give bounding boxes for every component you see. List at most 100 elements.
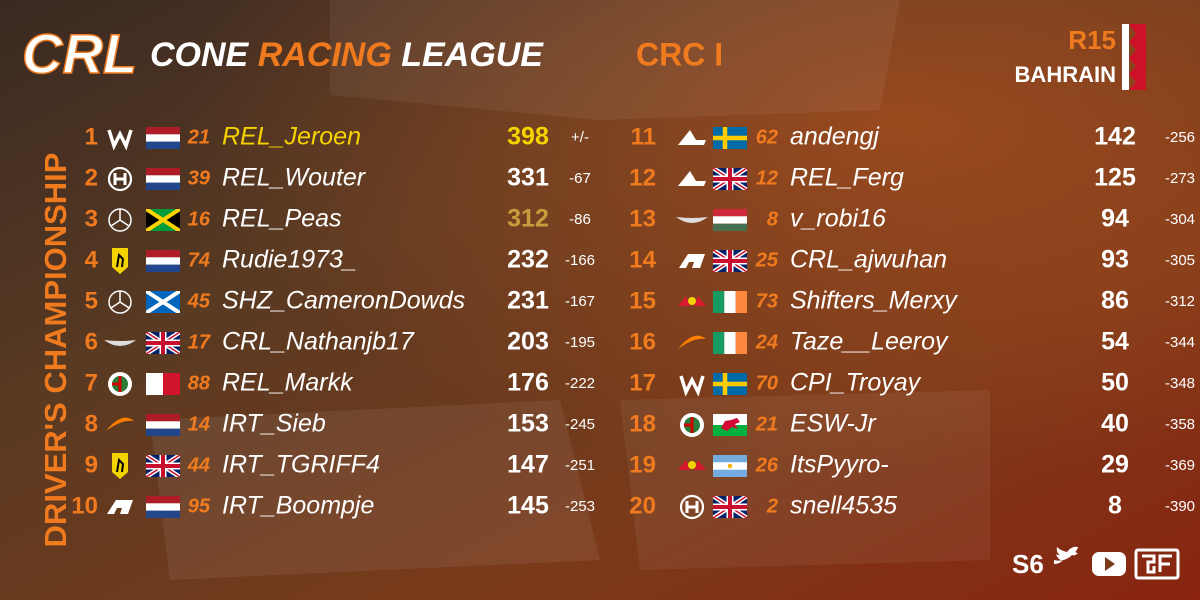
car-silhouette bbox=[620, 390, 990, 570]
points: 54 bbox=[1101, 328, 1129, 356]
driver-name: IRT_TGRIFF4 bbox=[222, 451, 380, 479]
standings-row: 3 16 REL_Peas 312 -86 bbox=[85, 205, 591, 233]
team-logo bbox=[678, 296, 690, 306]
standings-row: 2 39 REL_Wouter 331 -67 bbox=[85, 164, 591, 192]
driver-name: SHZ_CameronDowds bbox=[222, 287, 465, 315]
country-flag bbox=[146, 127, 180, 149]
country-flag bbox=[146, 168, 180, 190]
driver-name: v_robi16 bbox=[790, 205, 886, 233]
league-logo: CRL bbox=[22, 22, 137, 85]
gap: -222 bbox=[565, 375, 595, 392]
position: 19 bbox=[629, 451, 656, 478]
country-flag bbox=[146, 332, 180, 354]
gap: -167 bbox=[565, 293, 595, 310]
standings: 1 21 REL_Jeroen 398 +/-2 39 REL_Wouter 331 -673 1… bbox=[71, 123, 1195, 520]
gap: -312 bbox=[1165, 293, 1195, 310]
car-number: 39 bbox=[188, 167, 211, 189]
points: 40 bbox=[1101, 410, 1129, 438]
title-word: RACING bbox=[258, 36, 392, 74]
car-number: 14 bbox=[188, 413, 210, 435]
country-flag bbox=[713, 496, 747, 518]
country-flag bbox=[146, 414, 180, 436]
gap: -273 bbox=[1165, 170, 1195, 187]
position: 1 bbox=[85, 123, 98, 150]
side-title: DRIVER'S CHAMPIONSHIP bbox=[38, 153, 73, 548]
standings-row: 11 62 andengj 142 -256 bbox=[631, 123, 1195, 151]
standings-row: 9 44 IRT_TGRIFF4 147 -251 bbox=[85, 451, 595, 479]
partner-logo bbox=[1134, 548, 1180, 580]
country-flag bbox=[146, 250, 180, 272]
title-word: CONE bbox=[150, 36, 250, 74]
points: 50 bbox=[1101, 369, 1129, 397]
points: 147 bbox=[507, 451, 549, 479]
points: 142 bbox=[1094, 123, 1136, 151]
driver-name: IRT_Boompje bbox=[222, 492, 374, 520]
points: 93 bbox=[1101, 246, 1129, 274]
gap: -253 bbox=[565, 498, 595, 515]
team-logo bbox=[116, 457, 125, 473]
car-number: 88 bbox=[188, 372, 211, 394]
points: 94 bbox=[1101, 205, 1129, 233]
position: 18 bbox=[629, 410, 656, 437]
position: 8 bbox=[85, 410, 98, 437]
team-logo bbox=[112, 453, 128, 479]
team-logo bbox=[110, 291, 130, 309]
car-number: 16 bbox=[188, 208, 211, 230]
position: 14 bbox=[629, 246, 656, 273]
car-number: 44 bbox=[187, 454, 210, 476]
standings-row: 16 24 Taze__Leeroy 54 -344 bbox=[629, 328, 1195, 356]
team-logo bbox=[688, 297, 696, 305]
twitter-icon bbox=[1054, 546, 1078, 564]
round: R15 bbox=[1068, 25, 1116, 55]
venue-flag bbox=[1122, 24, 1146, 90]
driver-name: REL_Markk bbox=[222, 369, 354, 397]
gap: -369 bbox=[1165, 457, 1195, 474]
standings-row: 15 73 Shifters_Merxy 86 -312 bbox=[629, 287, 1195, 315]
team-logo bbox=[106, 417, 134, 431]
country-flag bbox=[146, 496, 180, 518]
standings-row: 6 17 CRL_Nathanjb17 203 -195 bbox=[85, 328, 595, 356]
youtube-play bbox=[1105, 557, 1115, 571]
position: 7 bbox=[85, 369, 98, 396]
partner-logo-mark bbox=[1142, 554, 1172, 574]
gap: -348 bbox=[1165, 375, 1195, 392]
position: 5 bbox=[85, 287, 98, 314]
team-logo bbox=[679, 254, 705, 268]
standings-row: 8 14 IRT_Sieb 153 -245 bbox=[85, 410, 595, 438]
driver-name: ESW-Jr bbox=[790, 410, 877, 438]
driver-name: snell4535 bbox=[790, 492, 897, 520]
gap: -195 bbox=[565, 334, 595, 351]
country-flag bbox=[146, 373, 180, 395]
team-logo bbox=[116, 252, 125, 268]
points: 125 bbox=[1094, 164, 1136, 192]
standings-row: 19 26 ItsPyyro- 29 -369 bbox=[629, 451, 1195, 479]
position: 20 bbox=[629, 492, 656, 519]
points: 331 bbox=[507, 164, 549, 192]
standings-row: 1 21 REL_Jeroen 398 +/- bbox=[85, 123, 589, 151]
driver-name: REL_Ferg bbox=[790, 164, 904, 192]
standings-row: 4 74 Rudie1973_ 232 -166 bbox=[85, 246, 595, 274]
country-flag bbox=[713, 291, 747, 313]
country-flag bbox=[713, 455, 747, 477]
gap: -67 bbox=[569, 170, 591, 187]
car-number: 74 bbox=[188, 249, 210, 271]
driver-name: Taze__Leeroy bbox=[790, 328, 949, 356]
gap: -245 bbox=[565, 416, 595, 433]
team-logo bbox=[107, 166, 133, 192]
country-flag bbox=[713, 332, 747, 354]
position: 11 bbox=[631, 123, 656, 150]
team-logo bbox=[694, 296, 706, 306]
car-number: 21 bbox=[755, 413, 778, 435]
standings-row: 13 8 v_robi16 94 -304 bbox=[629, 205, 1195, 233]
points: 176 bbox=[507, 369, 549, 397]
country-flag bbox=[713, 373, 747, 395]
country-flag bbox=[146, 291, 180, 313]
points: 29 bbox=[1101, 451, 1129, 479]
points: 8 bbox=[1108, 492, 1122, 520]
driver-name: REL_Jeroen bbox=[222, 123, 361, 151]
points: 203 bbox=[507, 328, 549, 356]
driver-name: CRL_ajwuhan bbox=[790, 246, 947, 274]
car-number: 95 bbox=[188, 495, 211, 517]
team-logo bbox=[107, 500, 133, 514]
car-number: 8 bbox=[767, 208, 779, 230]
